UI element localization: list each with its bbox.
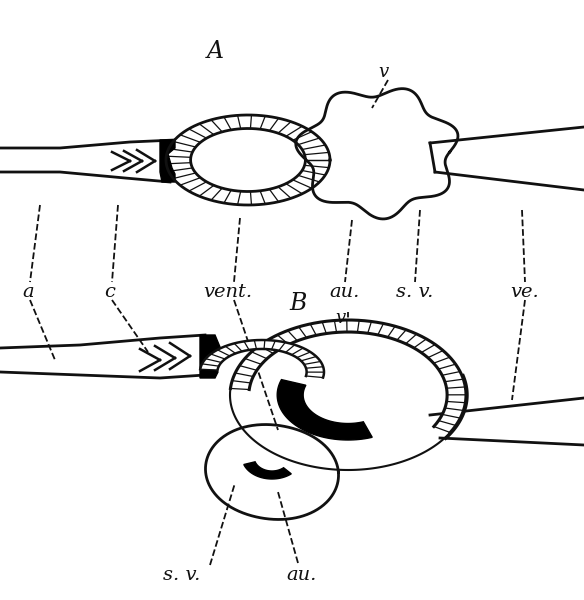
Text: a: a xyxy=(22,283,34,301)
Text: s. v.: s. v. xyxy=(164,566,201,584)
Text: s. v.: s. v. xyxy=(397,283,434,301)
Text: ve.: ve. xyxy=(510,283,540,301)
Text: vent.: vent. xyxy=(203,283,252,301)
Text: A: A xyxy=(207,40,224,64)
Polygon shape xyxy=(231,320,466,433)
Text: au.: au. xyxy=(287,566,317,584)
Text: v: v xyxy=(378,63,388,81)
Polygon shape xyxy=(277,380,372,440)
Polygon shape xyxy=(200,340,324,377)
Polygon shape xyxy=(166,115,330,205)
Text: c: c xyxy=(105,283,116,301)
Text: au.: au. xyxy=(330,283,360,301)
Text: B: B xyxy=(289,292,307,314)
Polygon shape xyxy=(160,140,175,182)
Polygon shape xyxy=(200,335,220,378)
Polygon shape xyxy=(244,462,291,479)
Text: v: v xyxy=(335,309,345,327)
